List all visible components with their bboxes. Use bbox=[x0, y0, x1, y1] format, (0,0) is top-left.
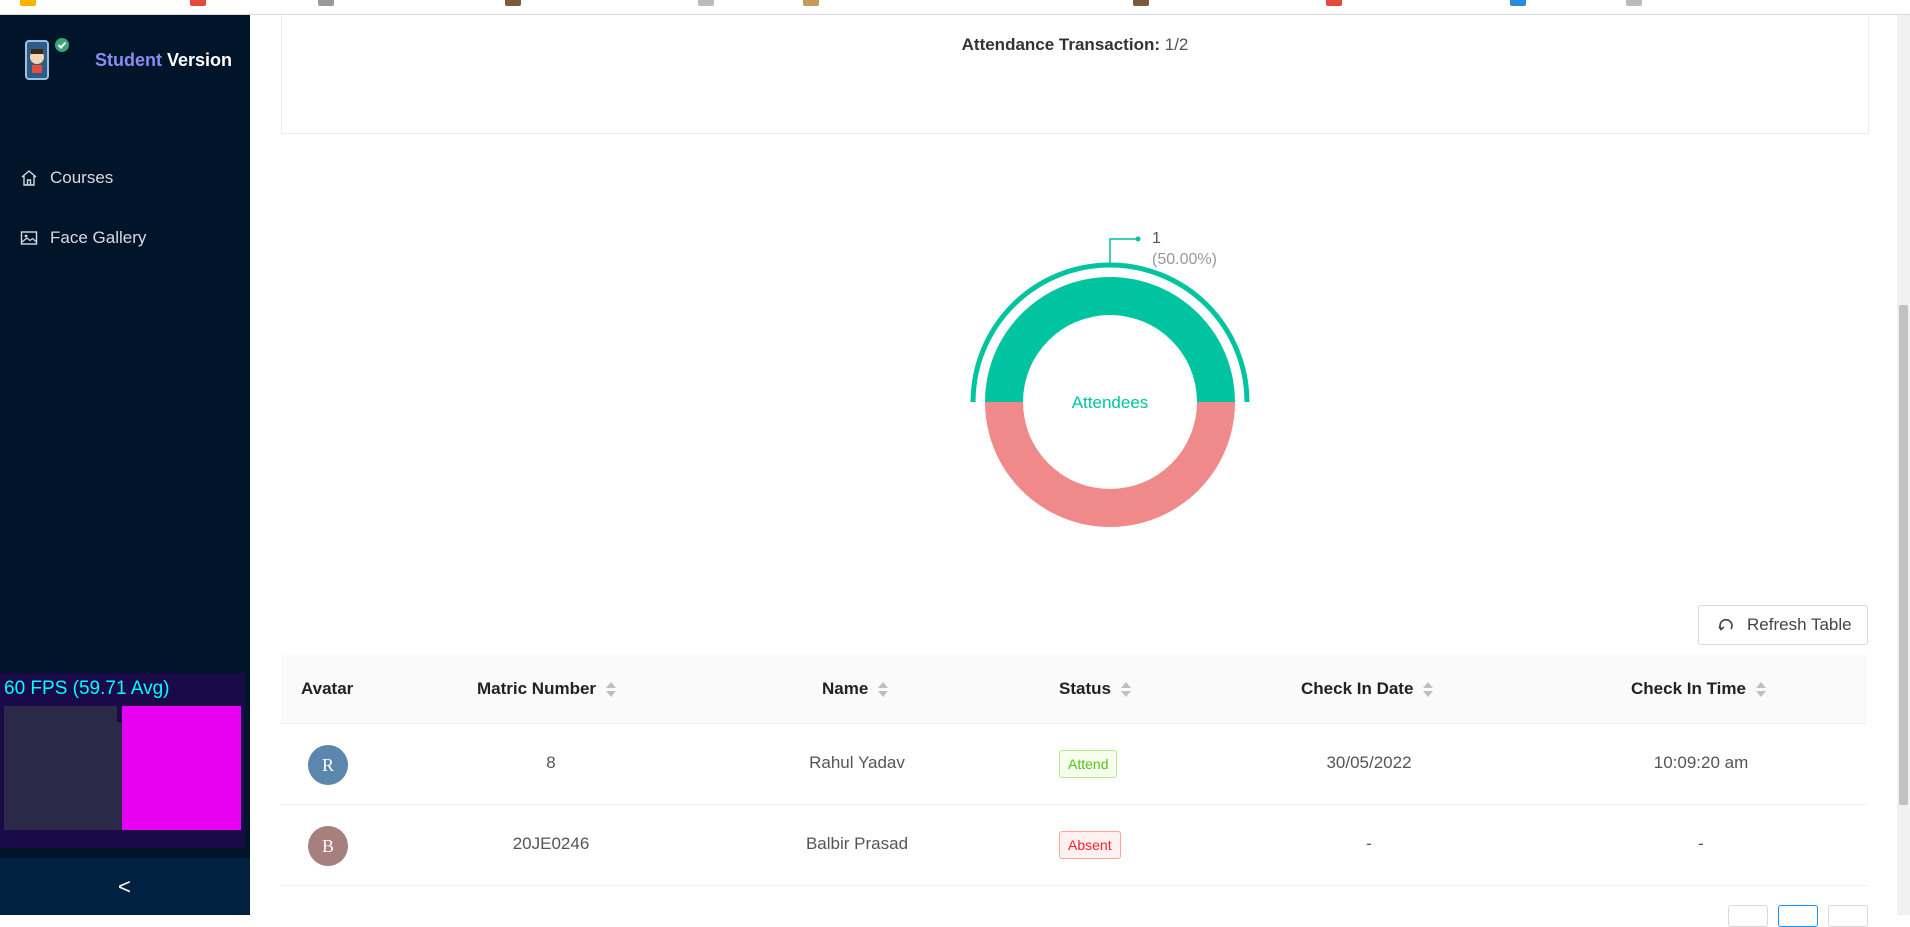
pagination-next-button[interactable] bbox=[1828, 905, 1868, 927]
column-header-check-in-time[interactable]: Check In Time bbox=[1631, 679, 1766, 699]
label-leader-line bbox=[1109, 238, 1138, 263]
bookmark-icon[interactable] bbox=[20, 0, 36, 6]
table-header: Avatar Matric Number Name Status Check I… bbox=[281, 655, 1867, 724]
check-in-date-cell: - bbox=[1366, 834, 1372, 853]
bookmark-icon[interactable] bbox=[505, 0, 521, 6]
column-header-matric-number[interactable]: Matric Number bbox=[477, 679, 617, 699]
attendance-donut-chart: 1 (50.00%) Attendees bbox=[970, 230, 1250, 527]
picture-icon bbox=[20, 231, 38, 245]
column-header-check-in-date[interactable]: Check In Date bbox=[1301, 679, 1434, 699]
app-logo-icon bbox=[25, 38, 69, 80]
name-cell: Balbir Prasad bbox=[805, 834, 909, 853]
fps-graph-bar bbox=[122, 706, 241, 830]
avatar: R bbox=[308, 745, 348, 785]
reload-icon bbox=[1718, 618, 1733, 631]
sort-icon[interactable] bbox=[606, 680, 617, 698]
pie-slice-attendees[interactable] bbox=[985, 277, 1235, 402]
scrollbar-thumb[interactable] bbox=[1899, 305, 1908, 805]
summary-card: Attendance Transaction: 1/2 bbox=[281, 15, 1869, 134]
sidebar-item-label: Courses bbox=[50, 168, 114, 187]
avatar: B bbox=[308, 826, 348, 866]
pie-slice-absentees[interactable] bbox=[985, 402, 1235, 527]
refresh-table-label: Refresh Table bbox=[1747, 615, 1852, 634]
bookmark-icon[interactable] bbox=[1326, 0, 1342, 6]
active-slice-ring bbox=[970, 262, 1250, 403]
slice-value-label: 1 bbox=[1152, 230, 1161, 247]
sidebar-collapse-button[interactable]: < bbox=[0, 858, 250, 915]
page-scrollbar[interactable] bbox=[1897, 15, 1910, 915]
fps-graph-marker bbox=[117, 706, 126, 722]
attendance-transaction-value: 1/2 bbox=[1164, 35, 1189, 54]
label-leader-dot bbox=[1135, 236, 1141, 242]
fps-text: 60 FPS (59.71 Avg) bbox=[4, 678, 170, 699]
pagination-prev-button[interactable] bbox=[1728, 905, 1768, 927]
brand[interactable]: Student Version bbox=[22, 35, 242, 85]
sidebar: Student Version Courses Face Gallery 60 … bbox=[0, 15, 250, 915]
bookmarks-bar bbox=[0, 0, 1910, 15]
status-badge: Absent bbox=[1059, 831, 1121, 859]
name-cell: Rahul Yadav bbox=[809, 753, 905, 772]
sort-icon[interactable] bbox=[1423, 680, 1434, 698]
table-row: B 20JE0246 Balbir Prasad Absent - - bbox=[281, 805, 1867, 886]
bookmark-icon[interactable] bbox=[803, 0, 819, 6]
status-badge: Attend bbox=[1059, 750, 1118, 778]
matric-number-cell: 20JE0246 bbox=[512, 834, 590, 853]
fps-graph bbox=[4, 706, 122, 830]
column-header-status[interactable]: Status bbox=[1059, 679, 1131, 699]
bookmark-icon[interactable] bbox=[190, 0, 206, 6]
column-header-name[interactable]: Name bbox=[822, 679, 889, 699]
sort-icon[interactable] bbox=[1120, 680, 1131, 698]
bookmark-icon[interactable] bbox=[698, 0, 714, 6]
refresh-table-button[interactable]: Refresh Table bbox=[1698, 605, 1868, 645]
pagination-page-button[interactable] bbox=[1778, 905, 1818, 927]
fps-overlay: 60 FPS (59.71 Avg) bbox=[0, 673, 245, 848]
attendance-transaction-label: Attendance Transaction: bbox=[961, 35, 1160, 54]
brand-title: Student Version bbox=[95, 50, 233, 70]
sort-icon[interactable] bbox=[878, 680, 889, 698]
sort-icon[interactable] bbox=[1755, 680, 1766, 698]
bookmark-icon[interactable] bbox=[1510, 0, 1526, 6]
sidebar-item-courses[interactable]: Courses bbox=[0, 158, 250, 198]
check-in-time-cell: - bbox=[1698, 834, 1704, 853]
check-in-time-cell: 10:09:20 am bbox=[1653, 753, 1749, 772]
donut-center-label: Attendees bbox=[1072, 393, 1149, 412]
check-in-date-cell: 30/05/2022 bbox=[1326, 753, 1412, 772]
sidebar-item-label: Face Gallery bbox=[50, 228, 147, 247]
bookmark-icon[interactable] bbox=[318, 0, 334, 6]
matric-number-cell: 8 bbox=[546, 753, 556, 772]
home-icon bbox=[21, 170, 37, 186]
column-header-avatar: Avatar bbox=[301, 679, 354, 698]
table-row: R 8 Rahul Yadav Attend 30/05/2022 10:09:… bbox=[281, 724, 1867, 805]
slice-percent-label: (50.00%) bbox=[1152, 251, 1217, 268]
sidebar-item-face-gallery[interactable]: Face Gallery bbox=[0, 218, 250, 258]
chevron-left-icon: < bbox=[118, 874, 131, 899]
attendance-transaction: Attendance Transaction: 1/2 bbox=[282, 35, 1868, 55]
bookmark-icon[interactable] bbox=[1626, 0, 1642, 6]
bookmark-icon[interactable] bbox=[1133, 0, 1149, 6]
